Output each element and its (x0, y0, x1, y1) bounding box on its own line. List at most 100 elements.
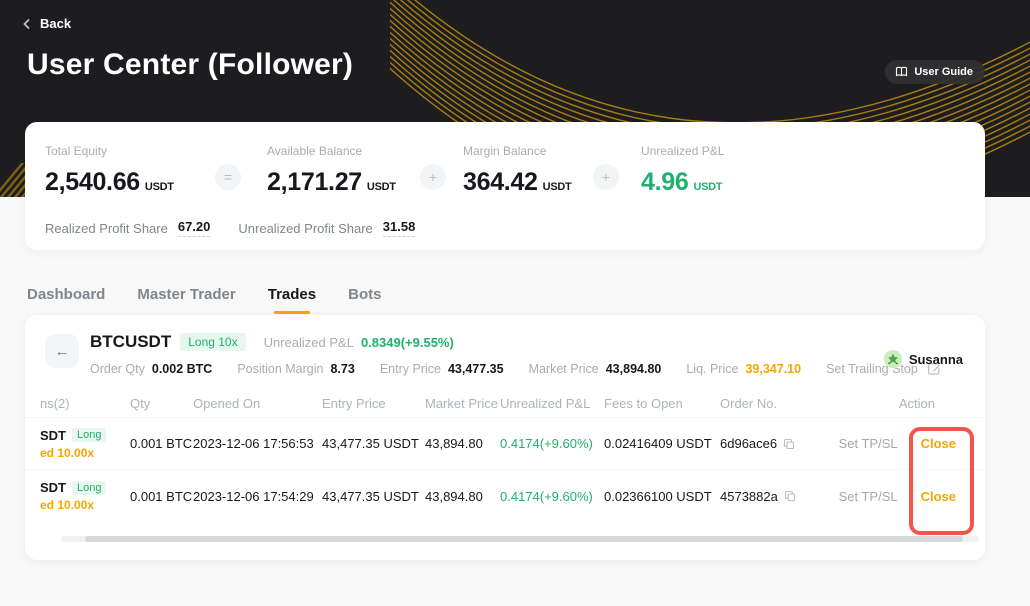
tab-bots[interactable]: Bots (348, 286, 382, 303)
page-title: User Center (Follower) (27, 48, 354, 81)
trader-name: Susanna (908, 351, 963, 367)
row-unrealized-pl[interactable]: 0.4174(+9.60%) (500, 436, 593, 451)
col-positions: ns(2) (40, 396, 70, 411)
row-fees-to-open: 0.02366100 USDT (604, 488, 712, 504)
user-guide-button[interactable]: User Guide (885, 60, 985, 84)
col-unrealized-pl: Unrealized P&L (500, 396, 591, 411)
col-qty: Qty (130, 396, 151, 411)
col-entry-price: Entry Price (322, 396, 386, 411)
stat-label: Margin Balance (463, 144, 547, 158)
row-market-price: 43,894.80 (425, 436, 483, 451)
detail-market-price: Market Price 43,894.80 (529, 362, 662, 376)
unrealized-profit-share: Unrealized Profit Share 31.58 (238, 219, 416, 237)
stat-label: Total Equity (45, 144, 108, 158)
table-row: SDT Long ed 10.00x 0.001 BTC 2023-12-06 1… (25, 418, 985, 470)
share-value[interactable]: 31.58 (382, 219, 416, 237)
horizontal-scrollbar-thumb[interactable] (85, 536, 963, 542)
stat-total-equity: Total Equity 2,540.66 USDT (45, 144, 215, 197)
col-fees-to-open: Fees to Open (604, 396, 683, 411)
stat-margin-balance: Margin Balance 364.42 USDT (463, 144, 593, 197)
set-tpsl-button[interactable]: Set TP/SL (838, 436, 898, 451)
realized-profit-share: Realized Profit Share 67.20 (45, 219, 211, 237)
collapse-back-button[interactable]: ← (45, 334, 79, 368)
row-fees-to-open: 0.02416409 USDT (604, 436, 712, 451)
trades-panel: ← BTCUSDT Long 10x Unrealized P&L 0.8349… (25, 315, 985, 560)
close-button[interactable]: Close (920, 488, 956, 504)
book-icon (896, 66, 908, 77)
row-order-no: 4573882a (720, 488, 778, 504)
col-action: Action (898, 396, 935, 411)
tab-master-trader[interactable]: Master Trader (137, 286, 236, 303)
equals-icon: = (215, 164, 241, 190)
row-side-badge: Long (72, 428, 107, 442)
row-leverage-clipped: ed 10.00x (40, 445, 95, 460)
row-opened-on: 2023-12-06 17:54:29 (193, 488, 314, 504)
detail-position-margin: Position Margin 8.73 (237, 362, 355, 376)
upl-label: Unrealized P&L (263, 334, 354, 350)
stat-value: 2,540.66 (45, 168, 140, 196)
detail-value: 43,894.80 (605, 361, 662, 376)
back-button[interactable]: Back (22, 16, 71, 31)
detail-value: 8.73 (330, 361, 355, 376)
chevron-left-icon (23, 18, 30, 29)
col-market-price: Market Price (425, 396, 498, 411)
stat-value: 2,171.27 (267, 168, 362, 196)
detail-value: 43,477.35 (447, 361, 504, 376)
row-leverage-clipped: ed 10.00x (40, 498, 95, 512)
row-symbol-clipped: SDT (40, 427, 66, 443)
trader-avatar (883, 350, 902, 368)
row-entry-price: 43,477.35 USDT (322, 488, 419, 504)
tab-trades[interactable]: Trades (268, 286, 316, 314)
row-entry-price: 43,477.35 USDT (322, 436, 419, 451)
position-symbol: BTCUSDT (90, 332, 172, 351)
row-qty: 0.001 BTC (130, 488, 193, 504)
share-label: Unrealized Profit Share (238, 220, 373, 236)
plus-icon: + (593, 164, 619, 190)
table-row: SDT Long ed 10.00x 0.001 BTC 2023-12-06 1… (25, 470, 985, 522)
row-qty: 0.001 BTC (130, 436, 193, 451)
detail-label: Order Qty (90, 361, 145, 376)
set-tpsl-button[interactable]: Set TP/SL (838, 488, 898, 504)
share-value[interactable]: 67.20 (177, 219, 211, 237)
back-label: Back (40, 16, 72, 31)
detail-label: Market Price (528, 361, 599, 376)
col-order-no: Order No. (720, 396, 778, 411)
row-unrealized-pl[interactable]: 0.4174(+9.60%) (500, 488, 593, 504)
detail-value: 39,347.10 (745, 361, 802, 376)
stat-unit: USDT (366, 181, 396, 193)
stat-available-balance: Available Balance 2,171.27 USDT (267, 144, 420, 197)
user-guide-label: User Guide (914, 66, 973, 78)
copy-icon[interactable] (783, 438, 795, 450)
position-summary: ← BTCUSDT Long 10x Unrealized P&L 0.8349… (25, 315, 985, 376)
row-market-price: 43,894.80 (425, 488, 483, 504)
row-order-no: 6d96ace6 (720, 436, 778, 451)
copy-icon[interactable] (784, 490, 796, 502)
detail-value: 0.002 BTC (151, 361, 213, 376)
account-stats-card: Total Equity 2,540.66 USDT = Available Ba… (25, 122, 985, 250)
divider (908, 485, 910, 507)
divider (908, 432, 910, 455)
row-opened-on: 2023-12-06 17:56:53 (193, 436, 314, 451)
tab-dashboard[interactable]: Dashboard (27, 286, 106, 303)
detail-liq-price: Liq. Price 39,347.10 (686, 362, 801, 376)
stat-unit: USDT (144, 181, 174, 193)
row-symbol-clipped: SDT (40, 480, 66, 495)
stat-value: 364.42 (463, 168, 538, 196)
detail-label: Entry Price (379, 361, 441, 376)
detail-label: Liq. Price (686, 361, 739, 376)
share-label: Realized Profit Share (45, 220, 168, 236)
row-side-badge: Long (72, 480, 107, 495)
master-trader-chip[interactable]: Susanna (883, 350, 963, 368)
side-leverage-badge: Long 10x (180, 333, 246, 351)
stat-unrealized-pnl: Unrealized P&L 4.96 USDT (641, 144, 724, 197)
stat-value: 4.96 (641, 168, 689, 196)
table-header-row: ns(2) Qty Opened On Entry Price Market P… (25, 390, 985, 418)
upl-value: 0.8349(+9.55%) (360, 334, 454, 350)
stat-unit: USDT (693, 181, 723, 193)
edit-icon[interactable] (927, 361, 942, 376)
stat-label: Available Balance (267, 144, 363, 158)
col-opened-on: Opened On (193, 396, 261, 411)
stat-label: Unrealized P&L (641, 144, 725, 158)
close-button[interactable]: Close (920, 436, 956, 451)
main-tabs: Dashboard Master Trader Trades Bots (27, 286, 381, 314)
